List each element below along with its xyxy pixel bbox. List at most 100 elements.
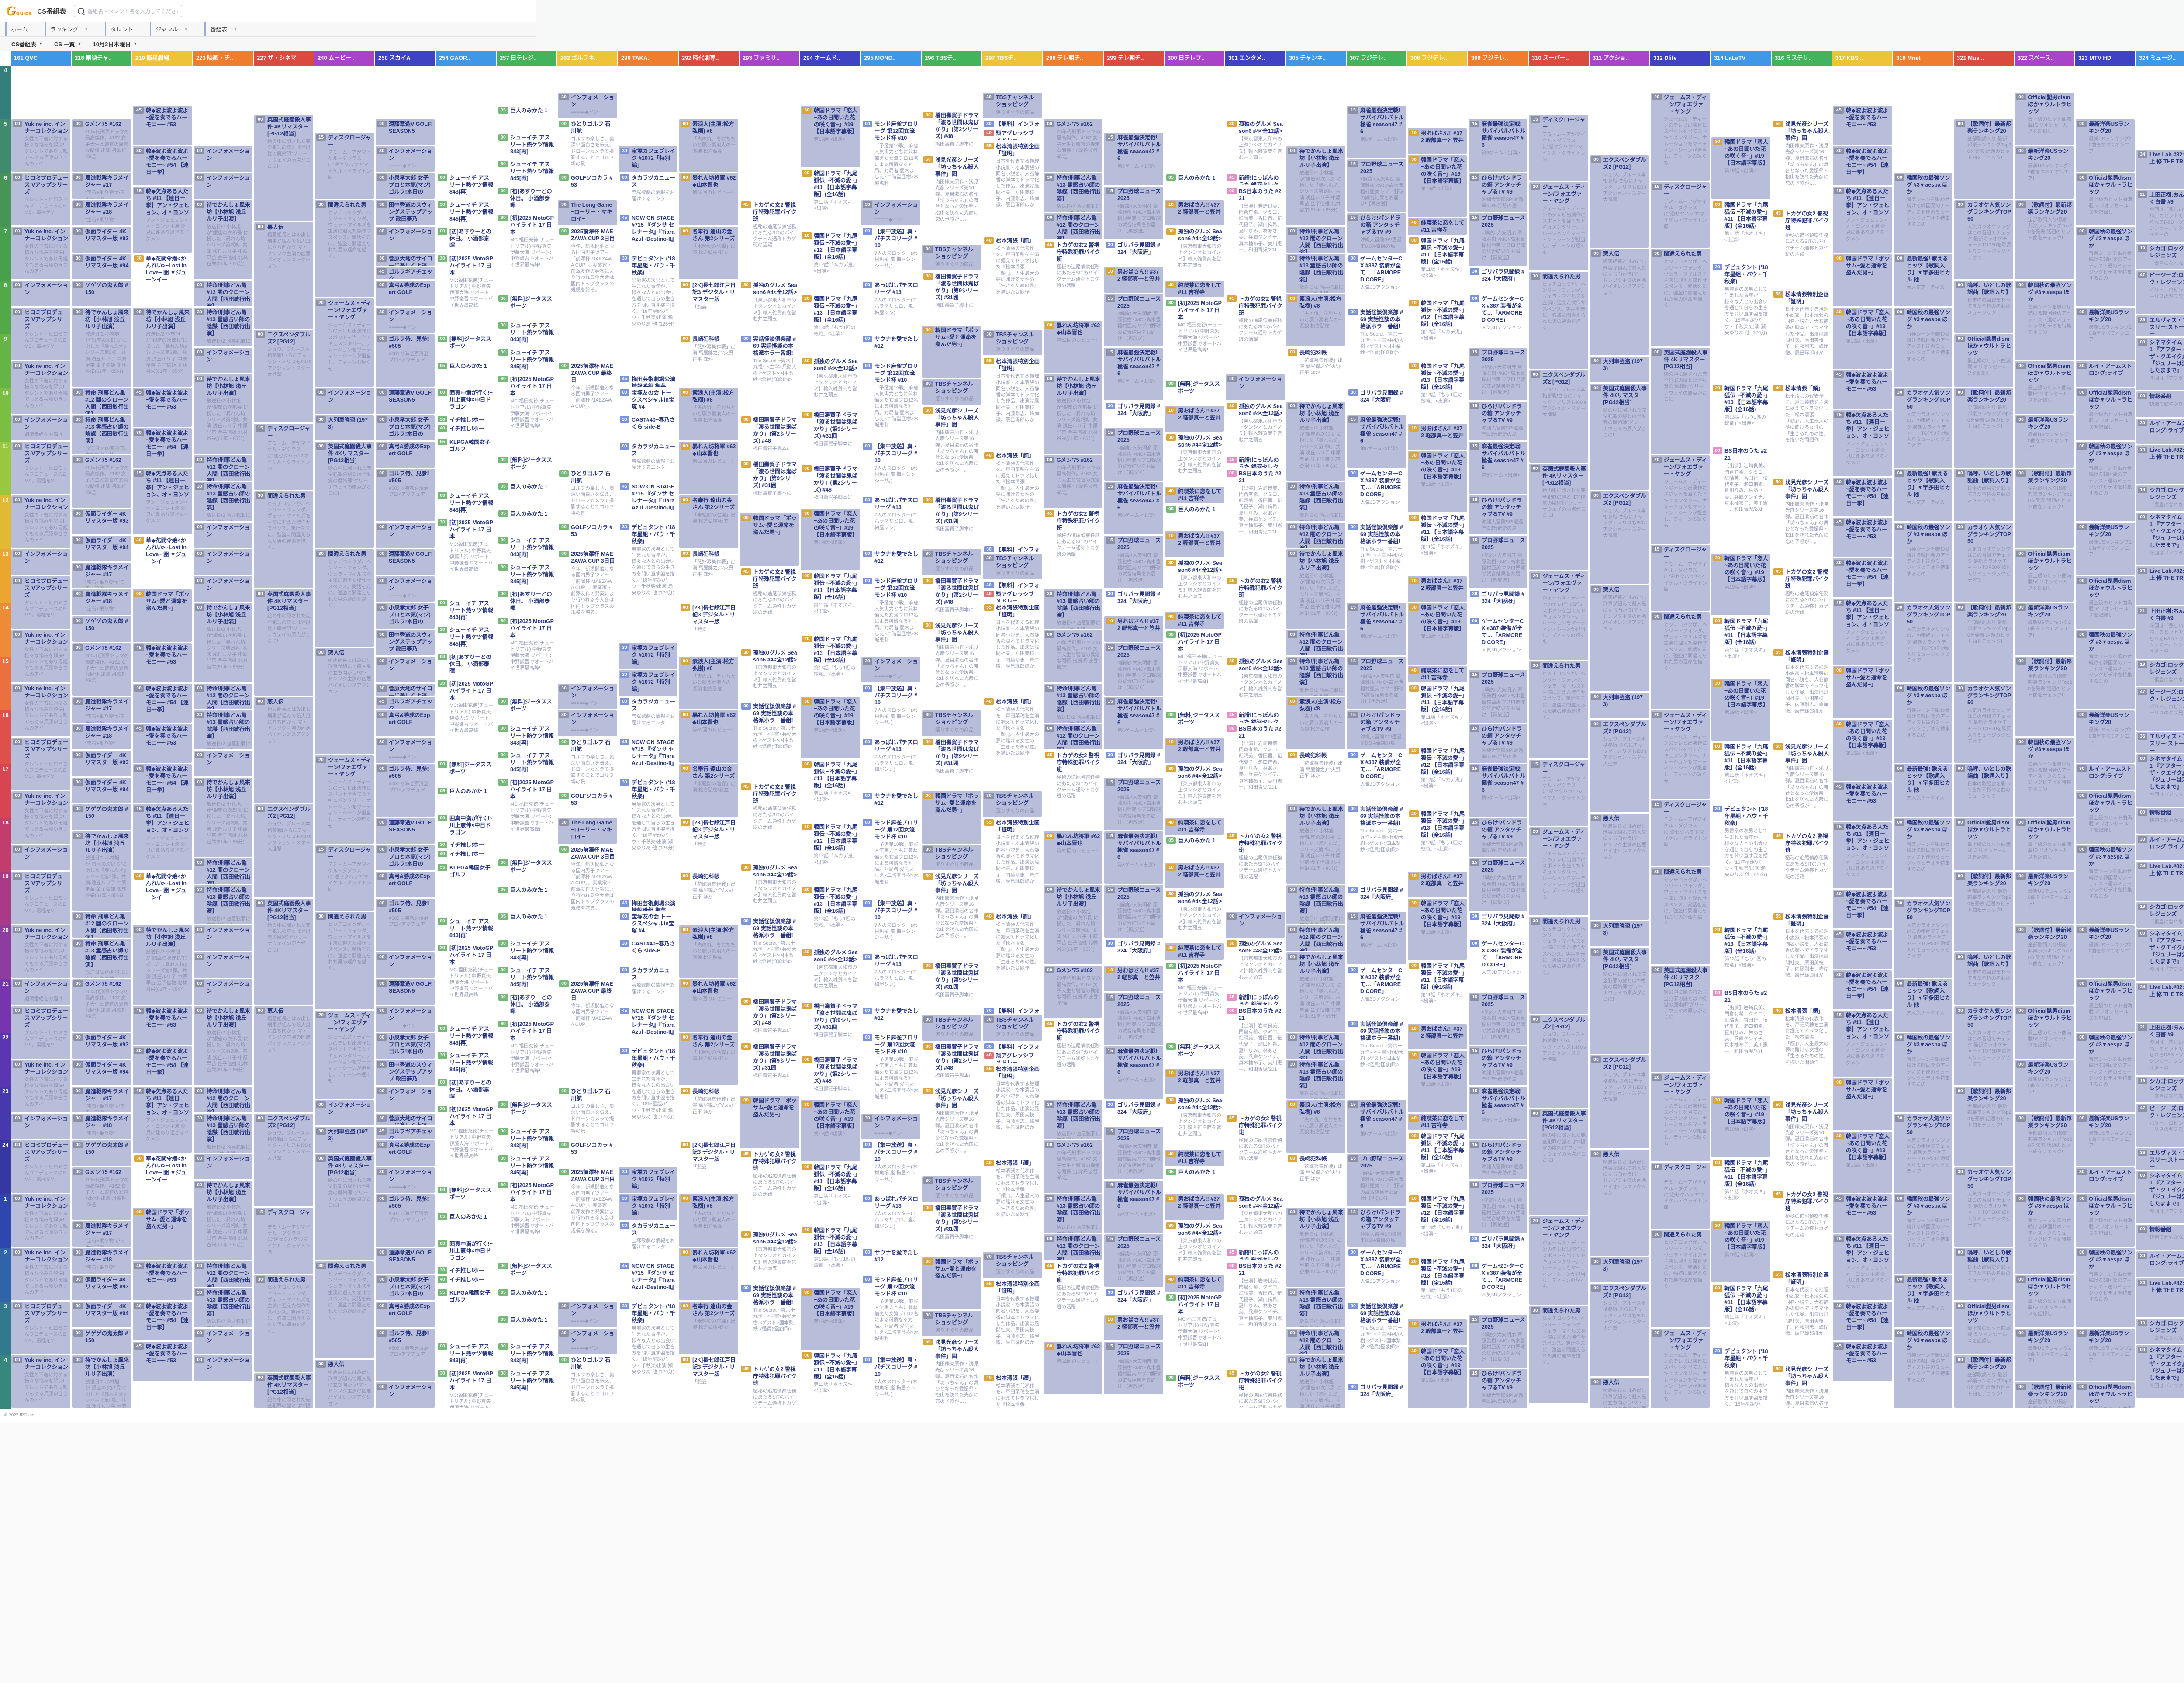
program-cell[interactable]: 55 松本清張特別企画「証明」 日本を代表する推理小説家・松本清張の同名小説を、大石… [1772,289,1831,382]
program-cell[interactable]: 00 インフォメーション [194,549,252,575]
program-cell[interactable]: 30 カラオケ人気ソングランキングTOP50 人気カラオケソングはこの番組でチェック… [1954,683,2013,763]
channel-header-250[interactable]: 250 スカイA [375,51,435,66]
program-cell[interactable]: 00 実話怪談倶楽部 #69 実話怪談の本格派ホラー番組! The Secret ~… [1347,804,1406,884]
program-cell[interactable]: 20 ジェームス・ディーン/フォエヴァー・ヤング ジェームス・ディーンのテレビ出演作… [1529,571,1588,660]
program-cell[interactable]: 30 田中秀道のスウィングステップアップ 政田夢乃 [376,630,435,655]
program-cell[interactable]: 00 最新洋楽USランキング20 最新USランキング20曲をすべてオンエア! [2015,1060,2074,1112]
channel-header-309[interactable]: 309 フジテレ.. [1468,51,1528,66]
program-cell[interactable]: 30 デビュタント ('18年星組・バウ・千秋楽) 男爵家の次男として生まれた青年が… [1711,804,1770,924]
subnav-select-2[interactable]: 10月2日木曜日 ▼ [93,40,138,48]
program-cell[interactable]: 34Live Lab.#82:河上 修 THE TRI [2136,862,2184,901]
program-cell[interactable]: 15 麻雀最強決定戦!サバイバルバトル 極雀 season47 #6 第6ゲーム <… [1347,603,1406,655]
program-cell[interactable]: 00 橋田壽賀子ドラマ「渡る世間は鬼ばかり」(第2シリーズ) #48 橋田壽賀子脚本… [740,415,799,458]
program-cell[interactable]: 00 [2K]長七郎江戸日記3 デジタル・リマスター版 「艶姿 [679,603,738,655]
program-cell[interactable]: 30 [初]2025 MotoGPハイライト 17 日本 MC:福田充徳(チュートリ… [1165,298,1224,378]
program-cell[interactable]: 45新譜!にっぽんのうた 銀河セレクション [1226,455,1285,468]
program-cell[interactable]: 00 [無料]ジータススポーツ [436,334,495,360]
program-cell[interactable]: 00 ゲームセンターCX #387 装備が全て…「ARMORED CORE」 人気3… [1347,966,1406,1018]
program-cell[interactable]: 45 韓◆波よ波よ波よ~愛を奏でるハーモニー~ #53 [1833,930,1892,969]
program-cell[interactable]: 30 韓国ドラマ「恋人 ~あの日聞いた花の咲く音~」#19 【日本語字幕版】 第19… [801,1288,860,1350]
program-cell[interactable]: 15 ディスクロージャー デミ・ムーアがマイケル・ダグラスに“逆セクハラ”!?マイケ… [1529,114,1588,181]
program-cell[interactable]: 00 韓国秋の最強ソング #3▼aespa ほか 音楽シーンを賑わせ続ける韓国発のア… [2076,227,2135,306]
program-cell[interactable]: 00 [無料]ジータススポーツ [1165,710,1224,736]
program-cell[interactable]: 30 菅原大地のサイコーに楽しく上達 [376,683,435,696]
program-cell[interactable]: 00 2025前澤杯 MAEZAWA CUP 3日目 今年、新規開催となる国内男子ツ… [558,845,617,978]
program-cell[interactable]: 30 間違えられた男 ヒッチコックが、ヘンリー・フォンダ、ヴェラ・マイルズを主演に迎… [1651,1230,1710,1327]
program-cell[interactable]: 00 橋田壽賀子ドラマ「渡る世間は鬼ばかり」(第9シリーズ) #31囲 橋田壽賀子脚… [740,1042,799,1094]
program-cell[interactable]: 15 ひらけ!パンドラの箱 アンタッチャブるTV #9 沖縄大冒険SP!遭遇率0.3… [1347,213,1406,253]
program-cell[interactable]: 30 特命!刑事どん亀 #13 霊感占い師の陰謀【西田敏行出演】 放送日/2 凶悪犯… [194,307,252,346]
program-cell[interactable]: 00 橋田壽賀子ドラマ「渡る世間は鬼ばかり」(第9シリーズ) #31囲 橋田壽賀子脚… [922,961,981,1014]
program-cell[interactable]: 00 韓国ドラマ「九尾狐伝 ~不滅の愛~」#11 【日本語字幕版】(全16話) 第1… [1408,235,1467,297]
program-cell[interactable]: 15 ひらけ!パンドラの箱 アンタッチャブるTV #9 沖縄大冒険SP!遭遇率0.3… [1469,818,1527,857]
program-cell[interactable]: 00 長崎犯科帳 「花嫁募集作戦」出演:萬屋錦之介/火野正平 ほか [1286,1153,1345,1206]
program-cell[interactable]: 00 長崎犯科帳 「花嫁募集作戦」出演:萬屋錦之介/火野正平 ほか [679,549,738,602]
program-cell[interactable]: 00 韓国秋の最強ソング #3▼aespa ほか 音楽シーンを賑わせ続ける韓国発のア… [1894,818,1952,897]
program-cell[interactable]: 15 プロ野球ニュース 2025 <解説>大矢明彦 斎藤雅樹 <MC>高木豊 稲村亜… [1104,777,1163,830]
program-cell[interactable]: 47ビージーズ:ロック・レジェンズバリー、ロビン、モーリスのギブ兄 [2136,270,2184,314]
program-cell[interactable]: 00 ゴルフ侍、見参! #505 #505 ▽海老原清治プロ×アマチュア [376,334,435,387]
program-cell[interactable]: 00 韓国ドラマ「ポッサム~愛と運命を盗んだ男~」 [1833,665,1892,718]
program-cell[interactable]: 15 プロ野球ニュース 2025 <解説>大矢明彦 斎藤雅樹 <MC>高木豊 稲村亜… [1347,1153,1406,1206]
program-cell[interactable]: 15 プロ野球ニュース 2025 <解説>大矢明彦 斎藤雅樹 <MC>高木豊 稲村亜… [1104,294,1163,346]
program-cell[interactable]: 30 韓国ドラマ「恋人 ~あの日聞いた花の咲く音~」#19 【日本語字幕版】 第19… [1408,603,1467,665]
program-cell[interactable]: 00 待でかんしょ風来坊【小林旭 浅丘ルリ子出演】 放送日/2 小林旭が“銀座の次郎… [72,1355,131,1408]
program-cell[interactable]: 30 間違えられた男 ヒッチコックが、ヘンリー・フォンダ、ヴェラ・マイルズを主演に迎… [254,1274,313,1372]
program-cell[interactable]: 00 BS日本のうた #221 【出演】岩崎良美、門倉有希、クミコ、紅晴美、香田晋、… [1711,988,1770,1094]
program-cell[interactable]: 15 麻雀最強決定戦!サバイバルバトル 極雀 season47 #6 第6ゲーム <… [1469,442,1527,494]
program-cell[interactable]: 00 韓国ドラマ「九尾狐伝 ~不滅の愛~」#11 【日本語字幕版】(全16話) 第1… [1408,513,1467,575]
program-cell[interactable]: 00 Gメン'75 #162 70年代刑事ドラマの最高傑作。#162 女子大生と警官… [72,643,131,696]
program-cell[interactable]: 50 浅見光彦シリーズ「坊っちゃん殺人事件」囲 内田康夫原作・浅見光彦シリーズ第16… [922,406,981,494]
program-cell[interactable]: 30 インフォメーション =====◆イン [376,737,435,763]
program-cell[interactable]: 30 CAST#40~春乃さくら side-B [619,415,677,440]
program-cell[interactable]: 30 間違えられた男 ヒッチコックが、ヘンリー・フォンダ、ヴェラ・マイルズを主演に迎… [1651,867,1710,965]
program-cell[interactable]: 00 英国式庭園殺人事件 4Kリマスター [PG12相当] 絵の中に隠された完全犯罪… [315,442,374,548]
program-cell[interactable]: 15 韓◆欠点ある人たち #11 【連日一挙】アン・ジェヒョン、オ・ヨンソ アン・ジ… [1833,598,1892,665]
program-cell[interactable]: 15 プロ野球ニュース 2025 <解説>大矢明彦 斎藤雅樹 <MC>高木豊 稲村亜… [1104,1127,1163,1180]
program-cell[interactable]: 00 [無料]ジータススポーツ [497,1261,556,1287]
channel-header-294[interactable]: 294 ホームド.. [800,51,860,66]
program-cell[interactable]: 00 橋田壽賀子ドラマ「渡る世間は鬼ばかり」(第9シリーズ) #31囲 橋田壽賀子脚… [801,410,860,463]
program-cell[interactable]: 00 [無料]ジータススポーツ [1165,379,1224,405]
program-cell[interactable]: 50 浅見光彦シリーズ「坊っちゃん殺人事件」囲 内田康夫原作・浅見光彦シリーズ第16… [1772,478,1831,566]
program-cell[interactable]: 00 エクスペンダブルズ2 [PG12] シュワ、ブルース本格参戦!さらにチャック・… [1590,1284,1649,1377]
program-cell[interactable]: 30 孤独のグルメ Season6 #4<全12話> 【東京都東大和市の上タンシオと… [740,648,799,700]
program-cell[interactable]: 50 浅見光彦シリーズ「坊っちゃん殺人事件」囲 内田康夫原作・浅見光彦シリーズ第16… [1772,119,1831,208]
program-cell[interactable]: 19シカゴ:ロック・レジェンズ「素直になれなくて [2136,485,2184,511]
program-cell[interactable]: 30 特命!刑事どん亀 #13 霊感占い師の陰謀【西田敏行出演】 放送日/2 凶悪犯… [1286,657,1345,696]
program-cell[interactable]: 30 デビュタント ('18年星組・バウ・千秋楽) 男爵家の次男として生まれた青年が… [619,253,677,374]
program-cell[interactable]: 00 待でかんしょ風来坊【小林旭 浅丘ルリ子出演】 放送日/2 小林旭が“銀座の次郎… [194,1181,252,1260]
program-cell[interactable]: 15 麻雀最強決定戦!サバイバルバトル 極雀 season47 #6 第6ゲーム <… [1104,347,1163,400]
program-cell[interactable]: 15 プロ野球ニュース 2025 <解説>大矢明彦 斎藤雅樹 <MC>高木豊 稲村亜… [1469,858,1527,911]
program-cell[interactable]: 00 橋田壽賀子ドラマ「渡る世間は鬼ばかり」(第2シリーズ) #48 橋田壽賀子脚本… [801,1055,860,1099]
program-cell[interactable]: 00 韓国秋の最強ソング #3▼aespa ほか 音楽シーンを賑わせ続ける韓国発のア… [1894,683,1952,763]
program-cell[interactable]: 00 Gメン'75 #162 70年代刑事ドラマの最高傑作。#162 女子大生と警官… [1044,455,1102,508]
program-cell[interactable]: 55 松本清張特別企画「証明」 日本を代表する推理小説家・松本清張の同名小説を、大石… [1772,912,1831,1005]
program-cell[interactable]: 00 韓国ドラマ「ポッサム~愛と運命を盗んだ男~」 [1833,253,1892,306]
program-cell[interactable]: 30 宝塚カフェブレイク #1072「特別編」 [619,1194,677,1220]
program-cell[interactable]: 00 英国式庭園殺人事件 4Kリマスター [PG12相当] 絵の中に隠された完全犯罪… [1651,966,1710,1072]
program-cell[interactable]: 15 プロ野球ニュース 2025 <解説>大矢明彦 斎藤雅樹 <MC>高木豊 稲村亜… [1104,536,1163,589]
program-cell[interactable]: 10 男おばさん!! #372 軽部真一と笠井 [1104,966,1163,991]
program-cell[interactable]: 50 浅見光彦シリーズ「坊っちゃん殺人事件」囲 内田康夫原作・浅見光彦シリーズ第16… [922,872,981,960]
program-cell[interactable]: 00 [2K]長七郎江戸日記3 デジタル・リマスター版 「艶姿 [679,280,738,333]
program-cell[interactable]: 00 橋田壽賀子ドラマ「渡る世間は鬼ばかり」(第2シリーズ) #48 橋田壽賀子脚本… [740,997,799,1041]
program-cell[interactable]: 30 菅原大地のサイコーに楽しく上達 [376,1113,435,1126]
program-cell[interactable]: 45 NOW ON STAGE #715 『ダンサ セレナータ』『Tiara Az… [619,213,677,253]
program-cell[interactable]: 30 孤独のグルメ Season6 #4<全12話> 【東京都東大和市の上タンシオと… [740,862,799,915]
program-cell[interactable]: 40 松本清張「顔」 松本清張の代表作を、戸田菜穂を主演に据えてドラマ化した『松本清… [1772,383,1831,476]
program-cell[interactable]: 30 カラオケ人気ソングランキングTOP50 人気カラオケソングはこの番組でチェック… [1894,388,1952,468]
